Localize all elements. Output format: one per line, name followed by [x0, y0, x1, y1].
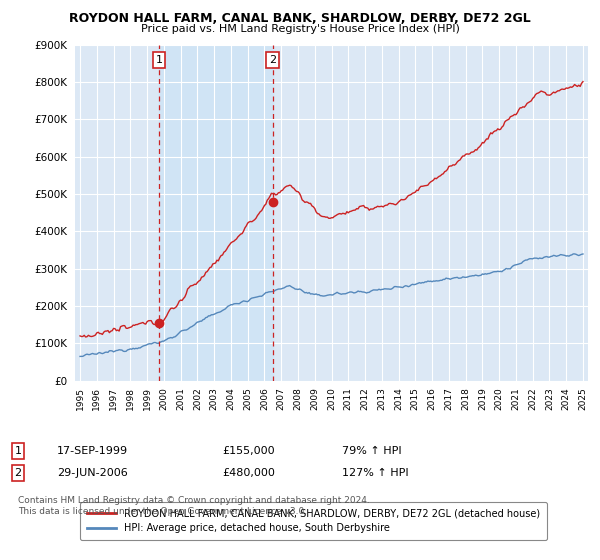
Text: £155,000: £155,000	[222, 446, 275, 456]
Text: 1: 1	[155, 55, 163, 65]
Text: 17-SEP-1999: 17-SEP-1999	[57, 446, 128, 456]
Text: 127% ↑ HPI: 127% ↑ HPI	[342, 468, 409, 478]
Text: £480,000: £480,000	[222, 468, 275, 478]
Text: 29-JUN-2006: 29-JUN-2006	[57, 468, 128, 478]
Text: This data is licensed under the Open Government Licence v3.0.: This data is licensed under the Open Gov…	[18, 507, 307, 516]
Text: 1: 1	[14, 446, 22, 456]
Legend: ROYDON HALL FARM, CANAL BANK, SHARDLOW, DERBY, DE72 2GL (detached house), HPI: A: ROYDON HALL FARM, CANAL BANK, SHARDLOW, …	[80, 502, 547, 540]
Text: ROYDON HALL FARM, CANAL BANK, SHARDLOW, DERBY, DE72 2GL: ROYDON HALL FARM, CANAL BANK, SHARDLOW, …	[69, 12, 531, 25]
Text: 2: 2	[269, 55, 276, 65]
Text: 2: 2	[14, 468, 22, 478]
Text: Contains HM Land Registry data © Crown copyright and database right 2024.: Contains HM Land Registry data © Crown c…	[18, 496, 370, 505]
Text: Price paid vs. HM Land Registry's House Price Index (HPI): Price paid vs. HM Land Registry's House …	[140, 24, 460, 34]
Bar	[159, 45, 272, 381]
Text: 79% ↑ HPI: 79% ↑ HPI	[342, 446, 401, 456]
